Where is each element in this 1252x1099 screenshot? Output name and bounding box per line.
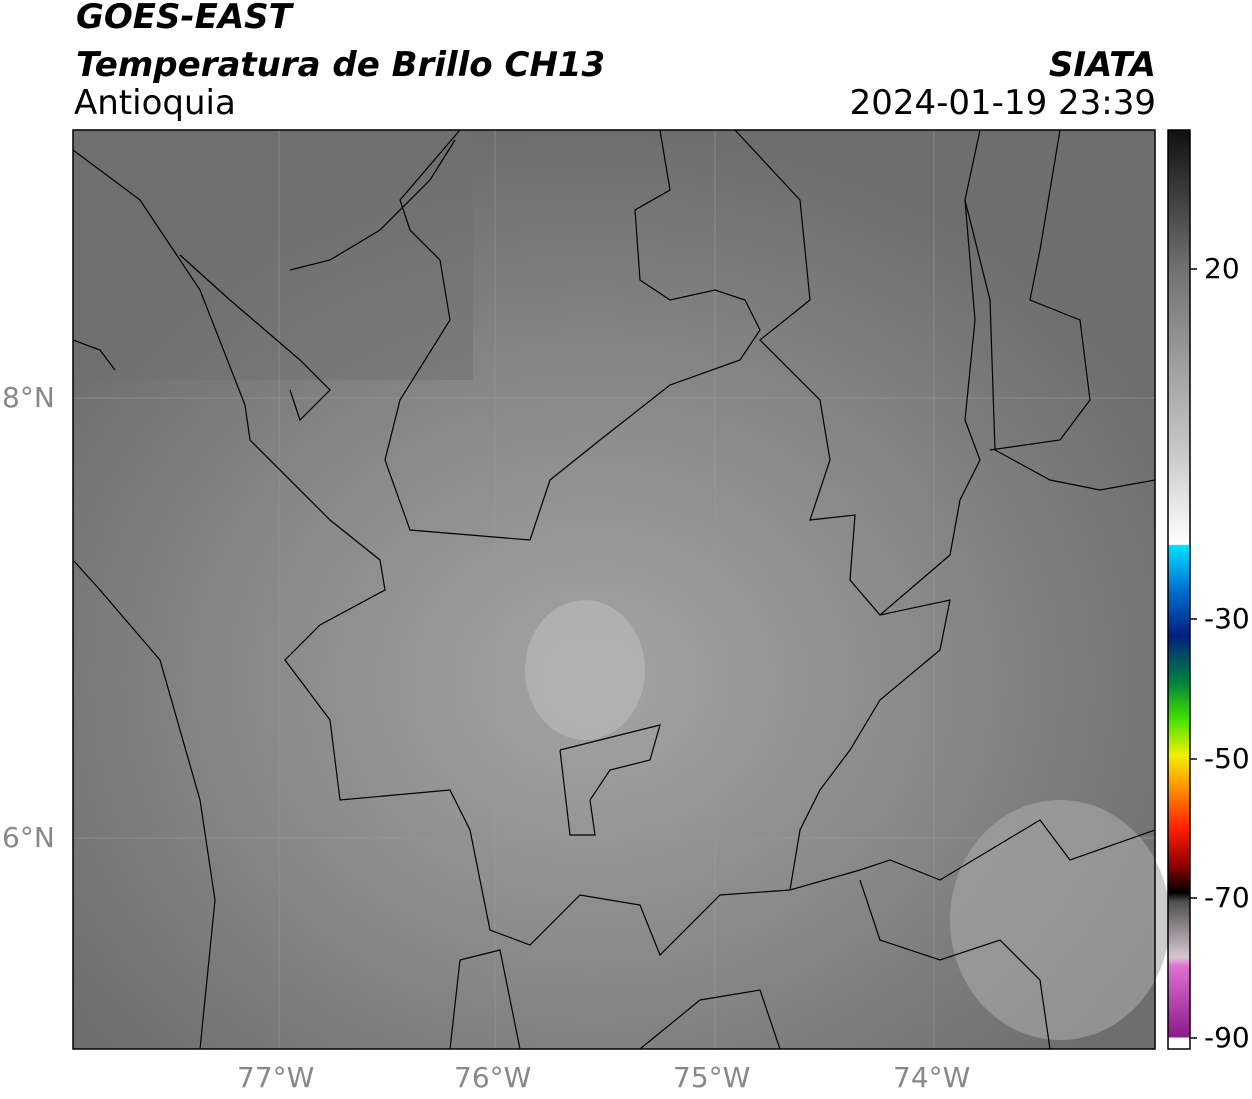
region: Antioquia — [74, 83, 236, 123]
source: SIATA — [1048, 45, 1156, 85]
datetime: 2024-01-19 23:39 — [849, 83, 1156, 123]
y-tick-label: 8°N — [2, 381, 55, 414]
x-tick-label: 76°W — [454, 1061, 532, 1094]
colorbar-label: -70 — [1204, 881, 1250, 914]
colorbar-label: -90 — [1204, 1021, 1250, 1054]
title: GOES-EAST — [76, 0, 292, 37]
y-tick-label: 6°N — [2, 821, 55, 854]
map-frame — [72, 129, 1156, 1050]
subtitle: Temperatura de Brillo CH13 — [76, 45, 606, 85]
x-tick-label: 74°W — [893, 1061, 971, 1094]
colorbar-label: -50 — [1204, 742, 1250, 775]
colorbar — [1167, 129, 1191, 1050]
dark-region — [73, 130, 473, 380]
bright-region — [525, 600, 645, 740]
graticule — [73, 130, 1155, 1049]
colorbar-ticks — [1190, 268, 1197, 1039]
colorbar-label: -30 — [1204, 602, 1250, 635]
colorbar-label: 20 — [1204, 252, 1240, 285]
bright-region — [950, 800, 1170, 1040]
borders — [72, 129, 1156, 1050]
x-tick-label: 75°W — [673, 1061, 751, 1094]
x-tick-label: 77°W — [237, 1061, 315, 1094]
